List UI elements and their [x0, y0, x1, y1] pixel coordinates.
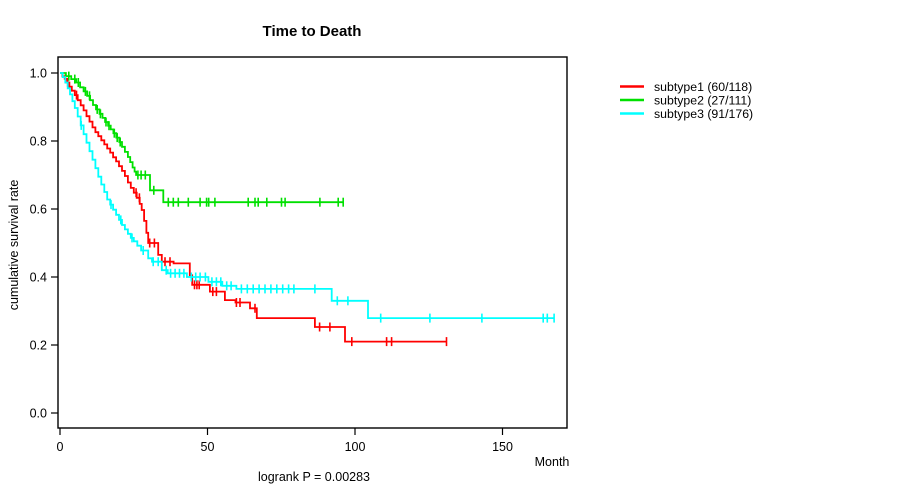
chart-title: Time to Death: [263, 23, 362, 40]
legend-label-subtype1: subtype1 (60/118): [654, 80, 752, 94]
plot-box: [57, 56, 568, 429]
y-tick-label: 0.0: [30, 406, 47, 420]
legend-label-subtype2: subtype2 (27/111): [654, 93, 751, 107]
y-tick-label: 0.6: [30, 202, 47, 216]
km-curve-subtype3: [60, 72, 555, 319]
x-tick-label: 0: [57, 440, 64, 454]
x-tick-label: 150: [492, 440, 513, 454]
y-tick-label: 1.0: [30, 66, 47, 80]
y-tick-label: 0.2: [30, 338, 47, 352]
survival-curves: [60, 71, 555, 347]
km-curve-subtype1: [60, 72, 447, 343]
axes-ticks: 0 50 100 150 0.0 0.2 0.4 0.6 0.8 1.0: [30, 66, 513, 454]
x-tick-label: 50: [201, 440, 215, 454]
legend-label-subtype3: subtype3 (91/176): [654, 107, 753, 121]
y-tick-label: 0.4: [30, 270, 47, 284]
y-tick-label: 0.8: [30, 134, 47, 148]
legend: subtype1 (60/118)subtype2 (27/111)subtyp…: [620, 80, 753, 121]
x-axis-label: Month: [535, 455, 570, 469]
logrank-annotation: logrank P = 0.00283: [258, 470, 370, 484]
y-axis-label: cumulative survival rate: [7, 180, 21, 311]
x-tick-label: 100: [345, 440, 366, 454]
km-curve-subtype2: [60, 72, 344, 204]
